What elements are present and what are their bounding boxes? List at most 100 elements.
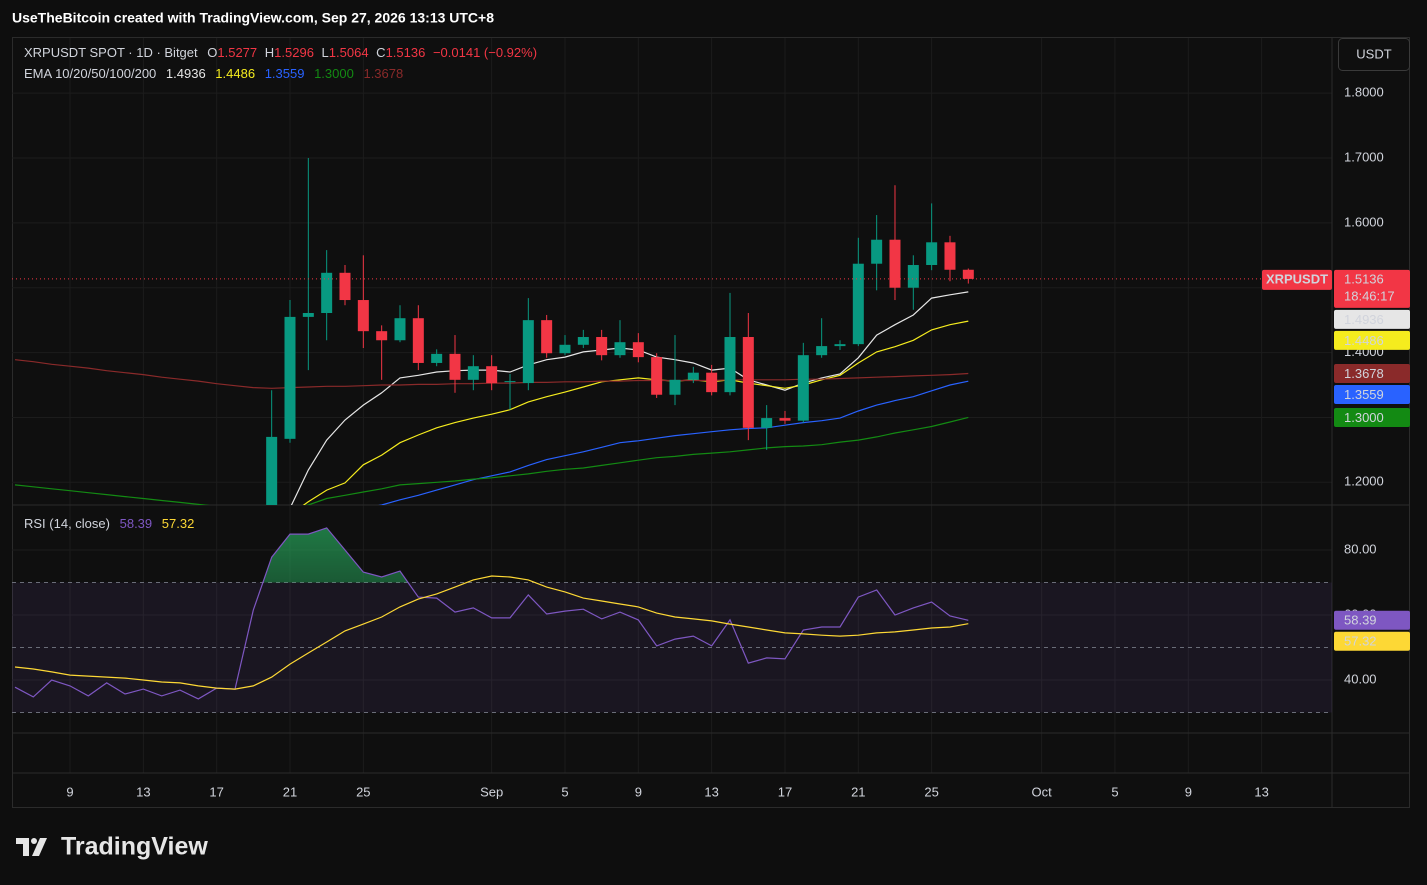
candle-body [834,344,846,347]
x-tick-label: Oct [1032,784,1053,799]
symbol-tag-text: XRPUSDT [1266,271,1328,286]
ohlc-letter: L [322,45,329,60]
candle-body [797,355,809,421]
y-tick-label: 80.00 [1344,541,1377,556]
candle-body [614,342,626,356]
candle-body [541,320,553,354]
candle-body [321,272,333,314]
ohlc-letter: C [376,45,385,60]
ema-tag-text: 1.3559 [1344,387,1384,402]
ema-value: 1.4486 [215,66,255,81]
candle-body [926,242,938,266]
candle-body [302,313,314,317]
x-tick-label: 9 [635,784,642,799]
ohlc-letter: H [265,45,274,60]
candle-body [376,331,388,341]
y-tick-label: 40.00 [1344,671,1377,686]
ema-line [378,380,969,505]
ema-line [302,320,969,505]
candle-body [412,318,424,363]
logo-mark [32,838,47,856]
candle-body [394,318,406,341]
price-pane [12,157,1332,505]
rsi-tag [1334,631,1410,651]
candle-body [357,300,369,332]
currency-label[interactable]: USDT [1356,46,1391,61]
rsi-value: 58.39 [120,516,153,531]
x-tick-label: 13 [136,784,150,799]
candle-body [467,366,479,380]
ema-value: 1.3559 [265,66,305,81]
ema-legend: EMA 10/20/50/100/200 1.4936 1.4486 1.355… [24,66,403,81]
candle-body [962,269,974,279]
candle-body [559,344,571,354]
ema-value: 1.3678 [363,66,403,81]
ohlc-letter: O [207,45,217,60]
candle-body [742,337,754,428]
legend-row: XRPUSDT SPOT · 1D · Bitget O1.5277 H1.52… [24,45,537,60]
x-tick-label: 5 [561,784,568,799]
price-tag-text: 1.5136 [1344,271,1384,286]
candle-body [852,263,864,345]
ema-tag-text: 1.3000 [1344,410,1384,425]
axes: 9 13 17 21 25 Sep 5 9 13 17 21 25 Oct 5 9 13 1.8000 1.700… [66,85,1410,799]
candle-body [651,357,663,395]
candle-body [871,239,883,264]
y-tick-label: 1.6000 [1344,214,1384,229]
candle-body [522,320,534,384]
candle-body [449,353,461,380]
candle-body [889,239,901,288]
countdown: 18:46:17 [1344,288,1395,303]
candle-body [687,372,699,380]
candle-body [266,436,278,505]
candle-body [761,418,773,428]
ema-tag [1334,309,1410,329]
rsi-tag-text: 57.32 [1344,634,1377,649]
ema-tag [1334,384,1410,404]
candle-body [944,242,956,270]
ema-tag [1334,363,1410,383]
price-tag [1334,269,1410,308]
rsi-ma-value: 57.32 [162,516,195,531]
rsi-line [14,575,969,690]
candle-body [669,379,681,395]
x-tick-label: Sep [480,784,503,799]
candle-body [724,337,736,393]
logo-mark [31,838,37,844]
ohlc-value: 1.5064 [329,45,369,60]
rsi-title: RSI (14, close) [24,516,110,531]
ema-value: 1.4936 [166,66,206,81]
x-tick-label: 13 [704,784,718,799]
candle-body [632,342,644,358]
candle-body [816,346,828,356]
x-tick-label: 21 [283,784,297,799]
candle-body [339,272,351,301]
x-tick-label: 5 [1111,784,1118,799]
ema-value: 1.3000 [314,66,354,81]
candle-body [577,337,589,345]
candle-body [486,366,498,384]
candle-body [706,372,718,393]
ema-tag [1334,407,1410,427]
logo: TradingView [16,833,208,861]
ema-title: EMA 10/20/50/100/200 [24,66,156,81]
symbol-tag [1262,269,1332,290]
grid [12,38,1410,808]
candle-body [431,353,443,363]
symbol-title: XRPUSDT SPOT · 1D · Bitget [24,45,198,60]
ema-tag-text: 1.4936 [1344,312,1384,327]
rsi-tag [1334,610,1410,630]
x-tick-label: 9 [1185,784,1192,799]
x-tick-label: 13 [1254,784,1268,799]
y-tick-label: 1.7000 [1344,149,1384,164]
rsi-tag-text: 58.39 [1344,613,1377,628]
ema-tag-text: 1.4486 [1344,333,1384,348]
chart-frame [12,37,1410,808]
candle-body [779,418,791,421]
x-tick-label: 9 [66,784,73,799]
rsi-line [14,527,969,700]
currency-button[interactable] [1338,38,1410,71]
x-tick-label: 21 [851,784,865,799]
